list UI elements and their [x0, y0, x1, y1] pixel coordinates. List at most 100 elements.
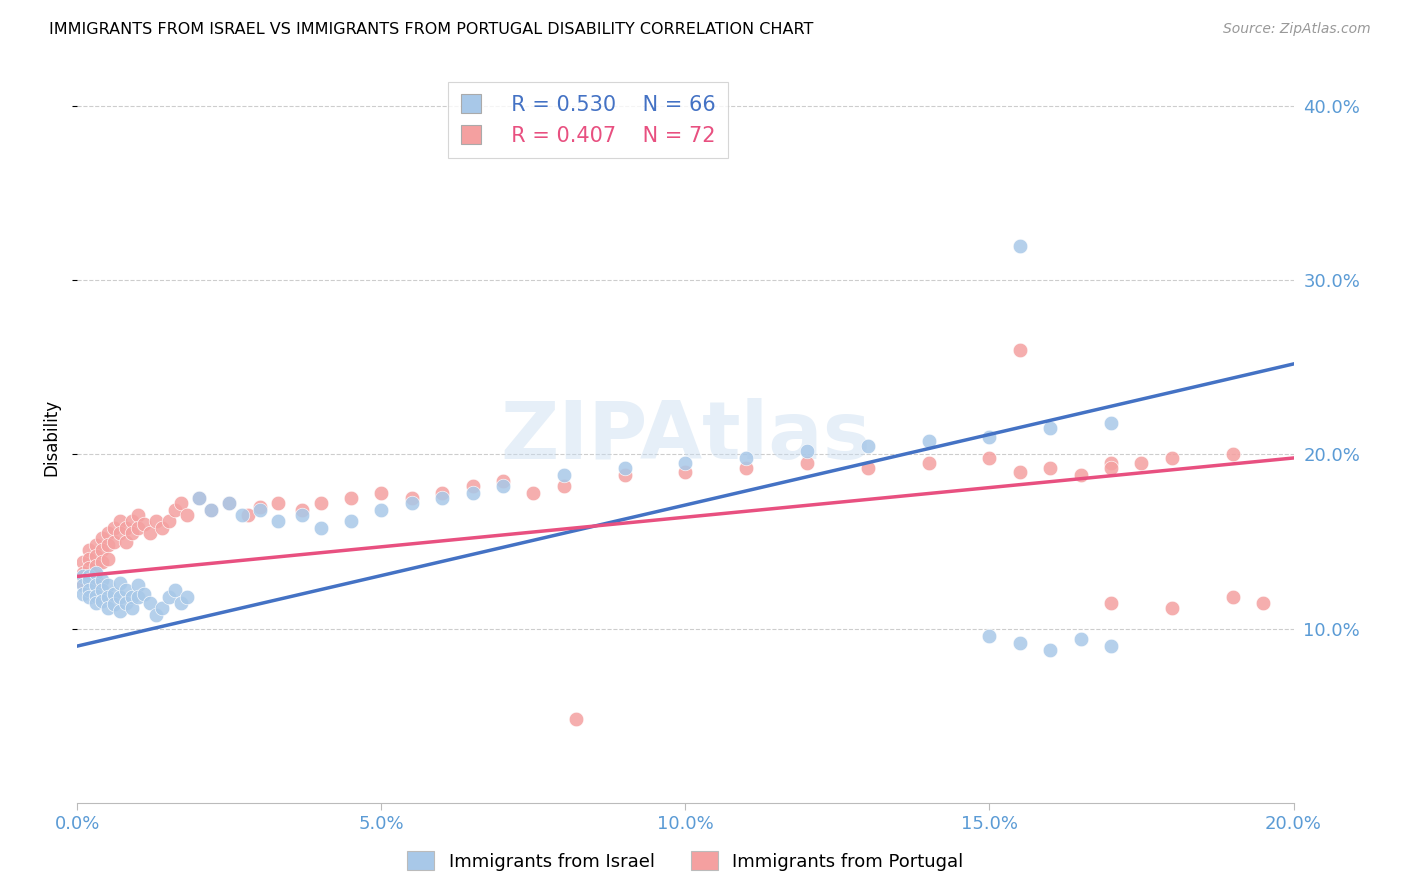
- Point: [72, 587, 94, 601]
- Point: [108, 576, 131, 591]
- Point: [115, 534, 138, 549]
- Point: [84, 558, 107, 573]
- Point: [1161, 600, 1184, 615]
- Text: Source: ZipAtlas.com: Source: ZipAtlas.com: [1223, 22, 1371, 37]
- Point: [79, 552, 101, 566]
- Point: [139, 525, 162, 540]
- Point: [401, 496, 423, 510]
- Point: [115, 595, 138, 609]
- Point: [675, 465, 697, 479]
- Point: [856, 439, 879, 453]
- Point: [522, 485, 544, 500]
- Point: [249, 503, 271, 517]
- Point: [90, 556, 112, 570]
- Point: [170, 595, 193, 609]
- Point: [115, 583, 138, 598]
- Point: [108, 525, 131, 540]
- Point: [309, 521, 332, 535]
- Point: [97, 538, 120, 552]
- Point: [432, 485, 454, 500]
- Point: [291, 508, 314, 523]
- Point: [84, 595, 107, 609]
- Point: [90, 543, 112, 558]
- Point: [121, 514, 143, 528]
- Point: [1099, 456, 1122, 470]
- Point: [370, 485, 392, 500]
- Point: [200, 503, 222, 517]
- Point: [492, 474, 515, 488]
- Text: IMMIGRANTS FROM ISRAEL VS IMMIGRANTS FROM PORTUGAL DISABILITY CORRELATION CHART: IMMIGRANTS FROM ISRAEL VS IMMIGRANTS FRO…: [49, 22, 814, 37]
- Point: [157, 514, 180, 528]
- Point: [856, 461, 879, 475]
- Point: [1222, 591, 1244, 605]
- Point: [90, 573, 112, 587]
- Point: [553, 468, 575, 483]
- Point: [553, 479, 575, 493]
- Point: [918, 456, 941, 470]
- Point: [176, 508, 198, 523]
- Point: [84, 589, 107, 603]
- Point: [103, 521, 125, 535]
- Point: [72, 576, 94, 591]
- Point: [152, 521, 174, 535]
- Point: [79, 591, 101, 605]
- Point: [103, 597, 125, 611]
- Point: [72, 566, 94, 580]
- Point: [97, 591, 120, 605]
- Point: [188, 491, 211, 505]
- Point: [401, 491, 423, 505]
- Point: [1070, 632, 1092, 646]
- Point: [108, 591, 131, 605]
- Point: [97, 600, 120, 615]
- Point: [121, 600, 143, 615]
- Point: [163, 503, 186, 517]
- Point: [979, 629, 1001, 643]
- Point: [1008, 635, 1031, 649]
- Point: [1039, 642, 1062, 657]
- Point: [188, 491, 211, 505]
- Point: [121, 525, 143, 540]
- Point: [1099, 639, 1122, 653]
- Point: [84, 538, 107, 552]
- Point: [84, 549, 107, 563]
- Point: [218, 496, 240, 510]
- Point: [340, 491, 363, 505]
- Point: [127, 508, 149, 523]
- Point: [267, 496, 290, 510]
- Point: [979, 430, 1001, 444]
- Point: [163, 583, 186, 598]
- Point: [231, 508, 253, 523]
- Point: [127, 521, 149, 535]
- Point: [72, 556, 94, 570]
- Point: [176, 591, 198, 605]
- Point: [108, 604, 131, 618]
- Point: [103, 587, 125, 601]
- Point: [127, 591, 149, 605]
- Point: [79, 573, 101, 587]
- Point: [1099, 595, 1122, 609]
- Point: [309, 496, 332, 510]
- Legend:   R = 0.530    N = 66,   R = 0.407    N = 72: R = 0.530 N = 66, R = 0.407 N = 72: [449, 82, 728, 158]
- Point: [97, 578, 120, 592]
- Point: [370, 503, 392, 517]
- Point: [170, 496, 193, 510]
- Point: [1251, 595, 1274, 609]
- Point: [267, 514, 290, 528]
- Point: [1008, 465, 1031, 479]
- Point: [979, 450, 1001, 465]
- Y-axis label: Disability: Disability: [42, 399, 60, 475]
- Point: [1039, 461, 1062, 475]
- Point: [79, 560, 101, 574]
- Point: [1039, 421, 1062, 435]
- Point: [84, 573, 107, 587]
- Point: [796, 456, 818, 470]
- Point: [200, 503, 222, 517]
- Point: [796, 444, 818, 458]
- Point: [613, 468, 636, 483]
- Point: [1161, 450, 1184, 465]
- Point: [675, 456, 697, 470]
- Point: [139, 595, 162, 609]
- Point: [84, 578, 107, 592]
- Point: [90, 594, 112, 608]
- Point: [115, 521, 138, 535]
